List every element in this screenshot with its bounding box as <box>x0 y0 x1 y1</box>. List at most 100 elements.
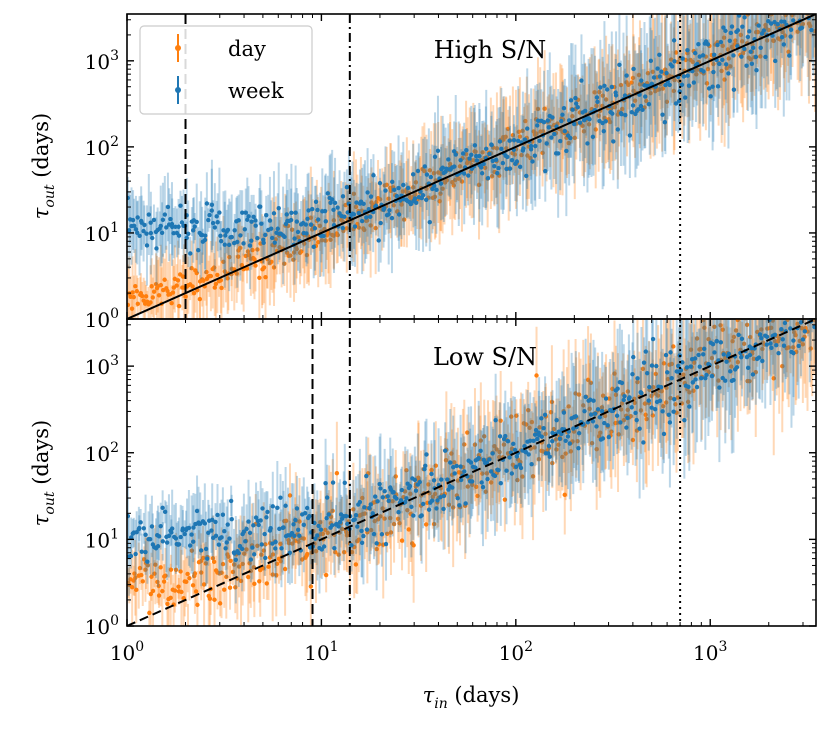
point-day <box>711 61 716 67</box>
point-day <box>382 516 387 521</box>
point-week <box>128 535 134 540</box>
point-week <box>176 224 181 230</box>
point-week <box>705 42 711 47</box>
point-day <box>618 407 624 412</box>
point-week <box>798 299 802 303</box>
point-week <box>322 208 328 214</box>
point-week <box>247 243 253 248</box>
point-week <box>685 73 690 78</box>
point-day <box>692 360 697 365</box>
point-week <box>505 439 511 444</box>
point-week <box>154 246 159 251</box>
point-day <box>517 134 523 139</box>
point-day <box>589 440 595 446</box>
point-day <box>691 388 696 393</box>
point-week <box>178 203 183 208</box>
point-day <box>661 403 666 409</box>
point-day <box>751 356 757 362</box>
point-day <box>377 197 383 202</box>
point-day <box>150 588 156 594</box>
point-week <box>528 147 534 152</box>
point-week <box>173 224 178 229</box>
point-day <box>701 319 706 323</box>
point-week <box>602 420 607 426</box>
point-day <box>261 548 266 553</box>
point-week <box>268 525 273 531</box>
point-week <box>745 365 751 371</box>
point-week <box>629 405 634 410</box>
point-day <box>230 569 236 575</box>
point-week <box>627 133 633 138</box>
point-day <box>143 567 148 572</box>
point-week <box>325 191 330 196</box>
point-week <box>552 131 557 137</box>
point-day <box>628 413 633 419</box>
point-week <box>488 469 494 474</box>
point-day <box>730 45 735 51</box>
point-day <box>468 474 474 479</box>
point-week <box>144 243 150 248</box>
point-day <box>156 593 162 598</box>
point-day <box>148 591 154 597</box>
point-week <box>158 223 163 229</box>
point-week <box>657 398 663 403</box>
point-day <box>304 252 310 258</box>
point-day <box>335 232 340 238</box>
point-day <box>808 298 812 302</box>
point-day <box>187 575 192 581</box>
point-week <box>710 84 715 89</box>
point-week <box>768 21 774 26</box>
point-week <box>372 494 378 499</box>
point-day <box>219 570 224 575</box>
point-week <box>563 438 568 444</box>
point-week <box>202 237 208 243</box>
point-week <box>412 196 418 201</box>
point-week <box>514 454 520 459</box>
point-day <box>362 227 367 233</box>
point-day <box>278 541 283 547</box>
point-week <box>610 111 615 116</box>
point-day <box>289 227 295 232</box>
point-day <box>597 89 602 95</box>
point-day <box>128 294 133 299</box>
x-tick-base: 10 <box>499 641 524 665</box>
point-week <box>602 83 607 88</box>
point-day <box>284 518 289 524</box>
point-day <box>201 278 206 283</box>
point-week <box>639 390 644 396</box>
point-day <box>287 493 293 498</box>
point-week <box>403 499 408 505</box>
point-day <box>133 283 138 289</box>
point-day <box>291 250 297 255</box>
point-week <box>604 87 610 92</box>
point-day <box>132 571 137 576</box>
point-day <box>422 168 427 174</box>
point-day <box>548 409 554 415</box>
point-day <box>411 185 416 190</box>
point-week <box>633 410 638 416</box>
point-day <box>362 511 368 516</box>
point-week <box>270 504 275 509</box>
point-week <box>218 238 224 244</box>
point-day <box>257 579 262 584</box>
point-week <box>349 543 354 548</box>
point-day <box>688 347 694 352</box>
point-week <box>799 25 805 31</box>
point-day <box>598 430 603 435</box>
point-week <box>462 171 467 176</box>
point-day <box>211 559 217 565</box>
point-day <box>320 531 326 537</box>
point-day <box>270 552 276 557</box>
point-day <box>168 567 174 572</box>
point-week <box>329 523 335 528</box>
point-day <box>715 364 720 370</box>
point-day <box>769 9 773 13</box>
point-week <box>721 352 726 357</box>
point-week <box>649 363 655 368</box>
point-week <box>615 386 620 391</box>
point-week <box>242 227 247 232</box>
point-week <box>284 212 289 217</box>
point-week <box>294 506 300 511</box>
point-week <box>340 225 345 231</box>
point-day <box>200 555 206 561</box>
